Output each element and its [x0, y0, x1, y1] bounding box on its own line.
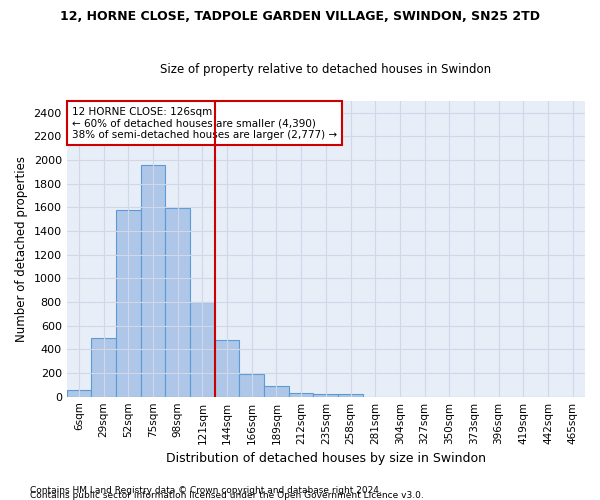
Bar [166, 208, 190, 396]
Bar [313, 394, 338, 396]
Bar [264, 386, 289, 396]
Bar [215, 340, 239, 396]
Bar [239, 374, 264, 396]
Bar [67, 390, 91, 396]
Text: 12, HORNE CLOSE, TADPOLE GARDEN VILLAGE, SWINDON, SN25 2TD: 12, HORNE CLOSE, TADPOLE GARDEN VILLAGE,… [60, 10, 540, 23]
Text: Contains public sector information licensed under the Open Government Licence v3: Contains public sector information licen… [30, 491, 424, 500]
Bar [91, 338, 116, 396]
Bar [141, 164, 166, 396]
Text: 12 HORNE CLOSE: 126sqm
← 60% of detached houses are smaller (4,390)
38% of semi-: 12 HORNE CLOSE: 126sqm ← 60% of detached… [72, 106, 337, 140]
Bar [289, 392, 313, 396]
X-axis label: Distribution of detached houses by size in Swindon: Distribution of detached houses by size … [166, 452, 486, 465]
Bar [338, 394, 363, 396]
Y-axis label: Number of detached properties: Number of detached properties [15, 156, 28, 342]
Bar [190, 302, 215, 396]
Title: Size of property relative to detached houses in Swindon: Size of property relative to detached ho… [160, 63, 491, 76]
Bar [116, 210, 141, 396]
Text: Contains HM Land Registry data © Crown copyright and database right 2024.: Contains HM Land Registry data © Crown c… [30, 486, 382, 495]
